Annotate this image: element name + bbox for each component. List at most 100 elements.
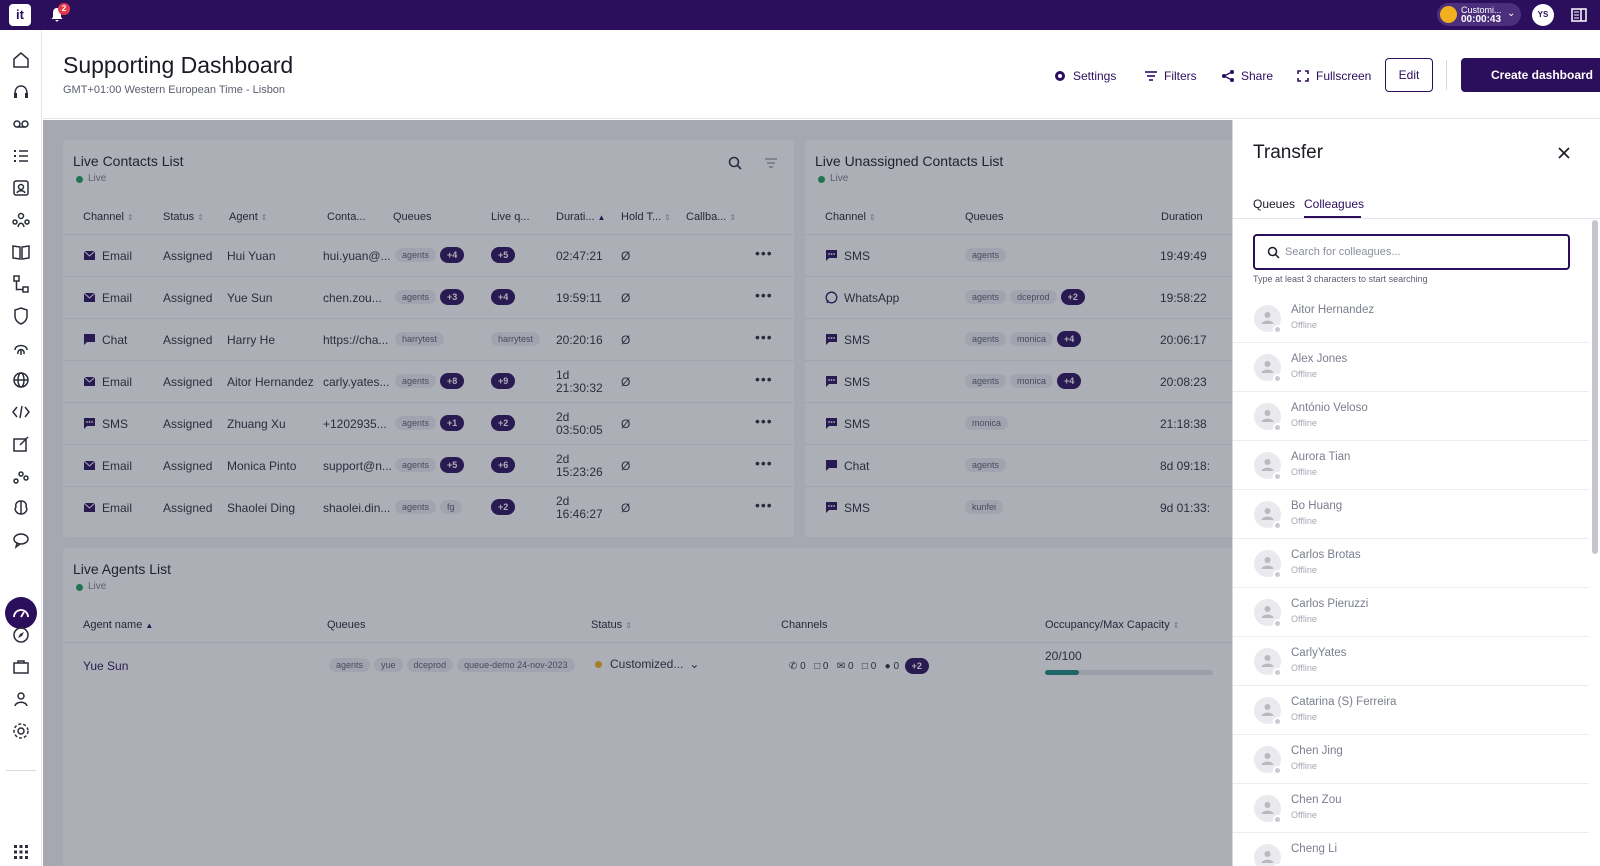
app-logo[interactable]: it bbox=[9, 4, 31, 26]
table-row[interactable]: SMS monica 21:18:38 bbox=[805, 402, 1235, 444]
live-queue-badge[interactable]: +9 bbox=[491, 373, 516, 389]
column-agent[interactable]: Agent ⇕ bbox=[229, 211, 268, 223]
column-live-queue[interactable]: Live q... bbox=[491, 211, 530, 223]
live-queue-badge[interactable]: +2 bbox=[491, 499, 516, 515]
table-row[interactable]: Yue Sun agents yue dceprod queue-demo 24-no… bbox=[63, 642, 1235, 686]
chat-icon[interactable] bbox=[11, 530, 31, 550]
compass-icon[interactable] bbox=[11, 625, 31, 645]
table-row[interactable]: Chat Assigned Harry He https://cha... ha… bbox=[63, 318, 794, 360]
more-actions-icon[interactable]: ••• bbox=[755, 287, 773, 303]
agent-name-link[interactable]: Yue Sun bbox=[83, 659, 129, 673]
more-actions-icon[interactable]: ••• bbox=[755, 371, 773, 387]
colleague-search-field[interactable] bbox=[1253, 234, 1570, 270]
colleague-search-input[interactable] bbox=[1285, 243, 1555, 261]
user-avatar[interactable]: YS bbox=[1532, 4, 1554, 26]
agent-icon[interactable] bbox=[11, 689, 31, 709]
column-channel[interactable]: Channel ⇕ bbox=[83, 211, 134, 223]
fullscreen-button[interactable]: Fullscreen bbox=[1296, 66, 1371, 86]
colleague-item[interactable]: Catarina (S) Ferreira Offline bbox=[1233, 686, 1589, 735]
column-queues[interactable]: Queues bbox=[965, 211, 1004, 223]
home-icon[interactable] bbox=[11, 50, 31, 70]
live-queue-badge[interactable]: +5 bbox=[491, 247, 516, 263]
column-agent-name[interactable]: Agent name ▲ bbox=[83, 619, 154, 631]
column-callback[interactable]: Callba... ⇕ bbox=[686, 211, 737, 223]
column-status[interactable]: Status ⇕ bbox=[163, 211, 204, 223]
briefcase-icon[interactable] bbox=[11, 657, 31, 677]
table-row[interactable]: Chat agents 8d 09:18: bbox=[805, 444, 1235, 486]
flow-icon[interactable] bbox=[11, 274, 31, 294]
table-row[interactable]: SMS Assigned Zhuang Xu +1202935... agent… bbox=[63, 402, 794, 444]
more-queues-badge[interactable]: +3 bbox=[440, 289, 465, 305]
more-queues-badge[interactable]: +4 bbox=[440, 247, 465, 263]
table-row[interactable]: Email Assigned Shaolei Ding shaolei.din.… bbox=[63, 486, 794, 528]
colleague-item[interactable]: Carlos Pieruzzi Offline bbox=[1233, 588, 1589, 637]
tab-queues[interactable]: Queues bbox=[1253, 197, 1296, 211]
contacts-icon[interactable] bbox=[11, 178, 31, 198]
agent-status-selector[interactable]: Customi... 00:00:43 ⌄ bbox=[1437, 3, 1521, 26]
analytics-icon[interactable] bbox=[11, 466, 31, 486]
settings-button[interactable]: Settings bbox=[1053, 66, 1116, 86]
tab-colleagues[interactable]: Colleagues bbox=[1304, 197, 1365, 211]
table-row[interactable]: Email Assigned Yue Sun chen.zou... agent… bbox=[63, 276, 794, 318]
more-queues-badge[interactable]: +5 bbox=[440, 457, 465, 473]
headset-icon[interactable] bbox=[11, 82, 31, 102]
colleague-item[interactable]: Bo Huang Offline bbox=[1233, 490, 1589, 539]
table-row[interactable]: WhatsApp agents dceprod +2 19:58:22 bbox=[805, 276, 1235, 318]
table-row[interactable]: SMS kunfei 9d 01:33: bbox=[805, 486, 1235, 528]
more-channels-badge[interactable]: +2 bbox=[904, 658, 929, 674]
column-channels[interactable]: Channels bbox=[781, 619, 827, 631]
more-actions-icon[interactable]: ••• bbox=[755, 413, 773, 429]
share-button[interactable]: Share bbox=[1221, 66, 1273, 86]
scrollbar[interactable] bbox=[1592, 220, 1598, 554]
colleague-item[interactable]: Chen Jing Offline bbox=[1233, 735, 1589, 784]
table-row[interactable]: Email Assigned Hui Yuan hui.yuan@... age… bbox=[63, 234, 794, 276]
filters-button[interactable]: Filters bbox=[1144, 66, 1197, 86]
column-occupancy[interactable]: Occupancy/Max Capacity ⇕ bbox=[1045, 619, 1180, 631]
create-dashboard-button[interactable]: Create dashboard bbox=[1461, 58, 1600, 92]
column-duration[interactable]: Duration bbox=[1161, 211, 1203, 223]
colleague-item[interactable]: Chen Zou Offline bbox=[1233, 784, 1589, 833]
code-icon[interactable] bbox=[11, 402, 31, 422]
column-queues[interactable]: Queues bbox=[393, 211, 432, 223]
more-queues-badge[interactable]: +4 bbox=[1057, 331, 1082, 347]
live-queue-badge[interactable]: +6 bbox=[491, 457, 516, 473]
colleague-item[interactable]: Carlos Brotas Offline bbox=[1233, 539, 1589, 588]
column-status[interactable]: Status ⇕ bbox=[591, 619, 632, 631]
column-queues[interactable]: Queues bbox=[327, 619, 366, 631]
more-queues-badge[interactable]: +8 bbox=[440, 373, 465, 389]
book-icon[interactable] bbox=[11, 242, 31, 262]
table-row[interactable]: SMS agents monica +4 20:08:23 bbox=[805, 360, 1235, 402]
filter-icon[interactable] bbox=[764, 156, 778, 170]
more-queues-badge[interactable]: +4 bbox=[1057, 373, 1082, 389]
more-actions-icon[interactable]: ••• bbox=[755, 455, 773, 471]
more-queues-badge[interactable]: +1 bbox=[440, 415, 465, 431]
colleague-item[interactable]: CarlyYates Offline bbox=[1233, 637, 1589, 686]
table-row[interactable]: SMS agents 19:49:49 bbox=[805, 234, 1235, 276]
live-queue-badge[interactable]: +4 bbox=[491, 289, 516, 305]
live-queue-badge[interactable]: +2 bbox=[491, 415, 516, 431]
colleague-item[interactable]: António Veloso Offline bbox=[1233, 392, 1589, 441]
column-channel[interactable]: Channel ⇕ bbox=[825, 211, 876, 223]
column-contact[interactable]: Conta... bbox=[327, 211, 366, 223]
more-queues-badge[interactable]: +2 bbox=[1060, 289, 1085, 305]
dashboard-gauge-icon[interactable] bbox=[11, 603, 31, 623]
gear-icon[interactable] bbox=[11, 721, 31, 741]
globe-icon[interactable] bbox=[11, 370, 31, 390]
table-row[interactable]: SMS agents monica +4 20:06:17 bbox=[805, 318, 1235, 360]
shield-icon[interactable] bbox=[11, 306, 31, 326]
team-icon[interactable] bbox=[11, 210, 31, 230]
apps-grid-icon[interactable] bbox=[11, 842, 31, 862]
colleague-item[interactable]: Aurora Tian Offline bbox=[1233, 441, 1589, 490]
edit-icon[interactable] bbox=[11, 434, 31, 454]
more-actions-icon[interactable]: ••• bbox=[755, 329, 773, 345]
table-row[interactable]: Email Assigned Aitor Hernandez carly.yat… bbox=[63, 360, 794, 402]
column-duration[interactable]: Durati... ▲ bbox=[556, 211, 606, 223]
more-actions-icon[interactable]: ••• bbox=[755, 497, 773, 513]
colleague-item[interactable]: Cheng Li bbox=[1233, 833, 1589, 866]
column-hold-time[interactable]: Hold T... ⇕ bbox=[621, 211, 671, 223]
search-icon[interactable] bbox=[728, 156, 742, 170]
colleague-item[interactable]: Alex Jones Offline bbox=[1233, 343, 1589, 392]
colleague-item[interactable]: Aitor Hernandez Offline bbox=[1233, 294, 1589, 343]
fingerprint-icon[interactable] bbox=[11, 338, 31, 358]
modal-backdrop[interactable] bbox=[43, 120, 1232, 866]
